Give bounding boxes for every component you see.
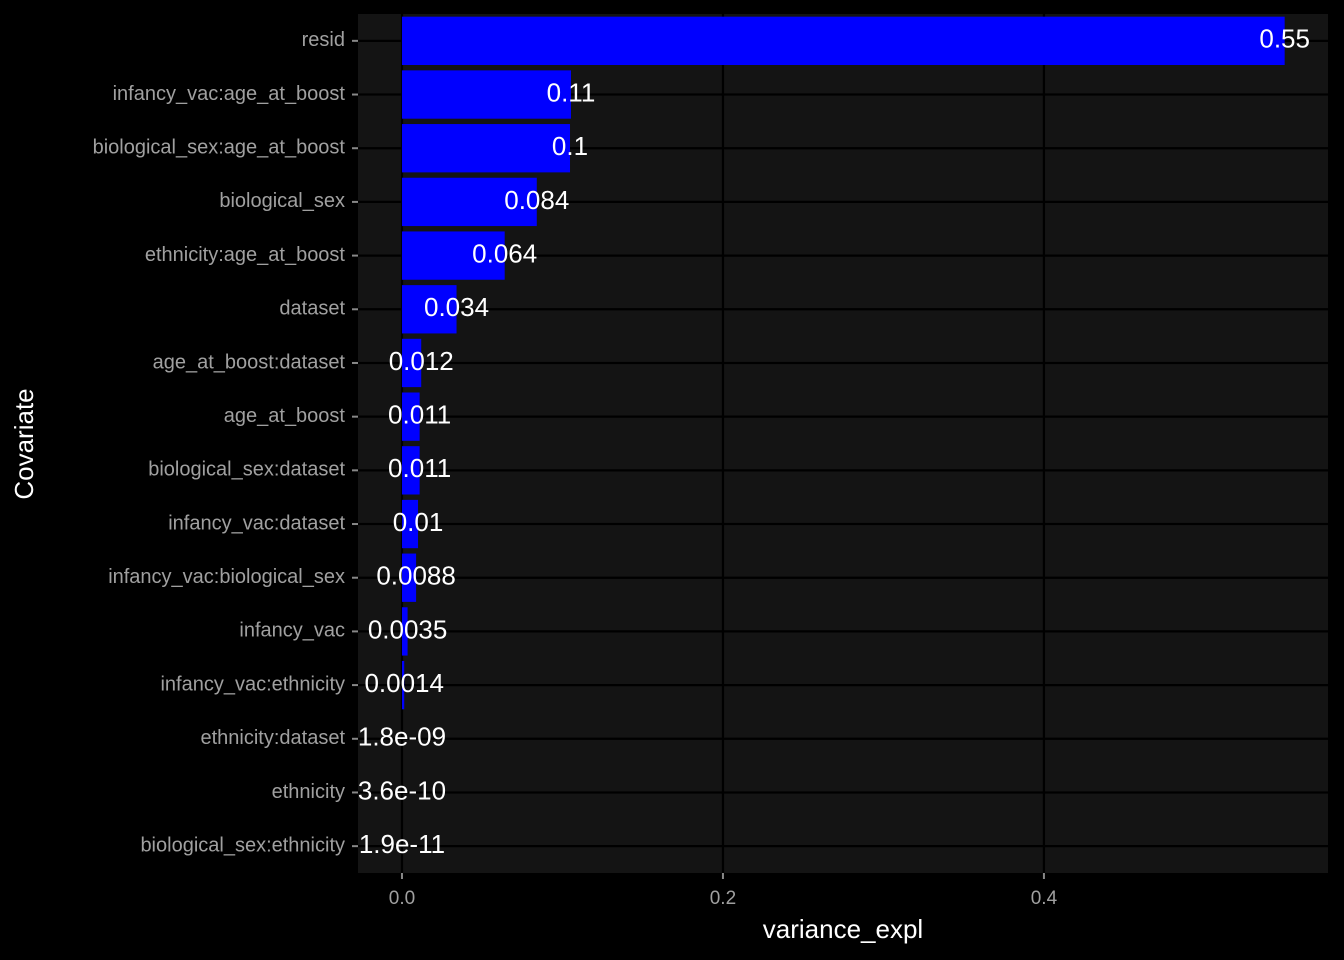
value-label: 1.9e-11 bbox=[359, 829, 445, 859]
x-tick-label: 0.4 bbox=[1031, 888, 1058, 909]
bar bbox=[401, 231, 505, 280]
y-tick-label: age_at_boost bbox=[224, 405, 346, 427]
bar bbox=[401, 446, 420, 495]
value-label: 0.0088 bbox=[376, 561, 456, 591]
y-tick-label: ethnicity:dataset bbox=[200, 727, 345, 749]
value-label: 0.034 bbox=[424, 292, 489, 322]
y-tick-label: biological_sex bbox=[219, 190, 345, 212]
bar bbox=[401, 70, 571, 119]
bar bbox=[401, 499, 419, 549]
y-tick-label: biological_sex:age_at_boost bbox=[93, 137, 346, 159]
y-tick-label: resid bbox=[302, 29, 345, 51]
value-label: 0.0035 bbox=[368, 614, 448, 644]
y-tick-label: dataset bbox=[279, 298, 345, 320]
bar bbox=[401, 285, 457, 334]
y-tick-label: infancy_vac:age_at_boost bbox=[113, 83, 346, 105]
y-tick-label: ethnicity:age_at_boost bbox=[145, 244, 346, 266]
bar bbox=[401, 16, 1285, 66]
y-tick-label: biological_sex:dataset bbox=[148, 459, 345, 481]
value-label: 0.084 bbox=[504, 185, 569, 215]
y-tick-label: infancy_vac:ethnicity bbox=[160, 673, 345, 695]
y-tick-label: infancy_vac bbox=[239, 620, 345, 642]
y-tick-label: ethnicity bbox=[272, 781, 345, 803]
value-label: 0.55 bbox=[1259, 24, 1310, 54]
value-label: 0.011 bbox=[388, 453, 451, 483]
y-tick-label: infancy_vac:dataset bbox=[168, 512, 345, 534]
value-label: 0.011 bbox=[388, 400, 451, 430]
x-tick-label: 0.0 bbox=[389, 888, 415, 909]
y-tick-label: biological_sex:ethnicity bbox=[140, 834, 345, 856]
value-label: 0.01 bbox=[393, 507, 444, 537]
bar bbox=[401, 607, 408, 656]
bar bbox=[401, 124, 571, 173]
plot-area: 0.55 0.11 0.1 0.084 0.064 0.034 0.012 0.011 0.01… bbox=[358, 14, 1328, 873]
value-label: 3.6e-10 bbox=[358, 775, 446, 805]
x-axis-title: variance_expl bbox=[763, 914, 923, 944]
x-tick-label: 0.2 bbox=[710, 888, 736, 909]
value-label: 0.0014 bbox=[364, 668, 444, 698]
bar bbox=[401, 553, 417, 602]
value-label: 1.8e-09 bbox=[358, 722, 446, 752]
value-label: 0.1 bbox=[552, 131, 588, 161]
y-tick-label: age_at_boost:dataset bbox=[153, 351, 346, 373]
bar bbox=[401, 392, 420, 441]
y-axis-title: Covariate bbox=[9, 388, 39, 499]
value-label: 0.064 bbox=[472, 238, 537, 268]
value-label: 0.012 bbox=[389, 346, 454, 376]
bar bbox=[401, 660, 405, 710]
bar bbox=[401, 177, 537, 227]
value-label: 0.11 bbox=[547, 77, 596, 107]
bar bbox=[401, 338, 422, 388]
y-tick-label: infancy_vac:biological_sex bbox=[108, 566, 345, 588]
